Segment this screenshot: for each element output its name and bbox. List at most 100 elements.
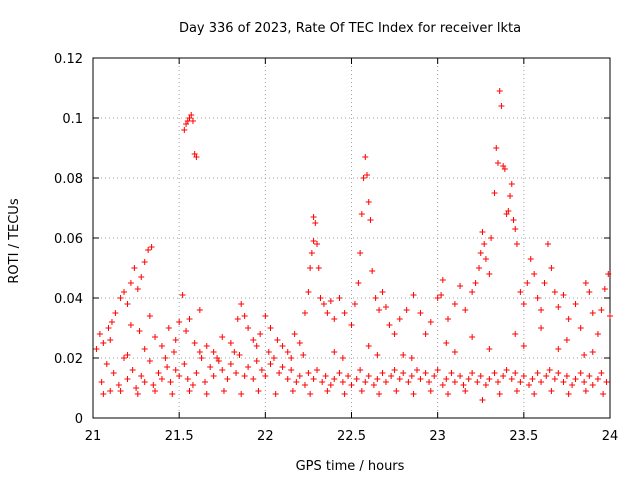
x-tick-label: 22.5 — [337, 429, 366, 444]
data-point — [589, 349, 596, 355]
y-tick-label: 0.06 — [54, 232, 83, 247]
data-point — [267, 325, 274, 331]
data-point — [451, 349, 458, 355]
data-point — [255, 388, 262, 394]
data-point — [479, 229, 486, 235]
data-point — [457, 373, 464, 379]
data-point — [341, 310, 348, 316]
data-point — [296, 373, 303, 379]
data-point — [469, 334, 476, 340]
data-point — [531, 391, 538, 397]
data-point — [469, 370, 476, 376]
data-point — [520, 373, 527, 379]
data-point — [508, 181, 515, 187]
y-tick-label: 0.04 — [54, 292, 83, 307]
data-point — [603, 379, 610, 385]
y-tick-label: 0.12 — [54, 52, 83, 67]
data-point — [560, 292, 567, 298]
x-tick-label: 24 — [602, 429, 619, 444]
data-point — [236, 352, 243, 358]
x-tick-label: 21 — [85, 429, 102, 444]
data-point — [431, 373, 438, 379]
data-point — [365, 373, 372, 379]
data-point — [476, 265, 483, 271]
axis-ticks: 21 21.5 22 22.5 23 23.5 24 0 0.02 0.04 0.06 0.08 0.1… — [54, 52, 618, 444]
data-point — [594, 376, 601, 382]
data-point — [198, 355, 205, 361]
data-point — [465, 376, 472, 382]
data-point — [488, 235, 495, 241]
data-point — [233, 370, 240, 376]
data-point — [500, 373, 507, 379]
data-point — [393, 388, 400, 394]
x-tick-label: 21.5 — [165, 429, 194, 444]
data-point — [245, 325, 252, 331]
data-point — [141, 259, 148, 265]
data-point — [184, 376, 191, 382]
data-point — [131, 265, 138, 271]
data-point — [362, 154, 369, 160]
data-point — [362, 379, 369, 385]
data-point — [245, 364, 252, 370]
data-point — [284, 376, 291, 382]
data-point — [498, 103, 505, 109]
data-point — [360, 175, 367, 181]
x-tick-label: 22 — [257, 429, 274, 444]
data-point — [379, 289, 386, 295]
data-point — [548, 265, 555, 271]
data-point — [293, 379, 300, 385]
data-point — [582, 388, 589, 394]
data-point — [262, 313, 269, 319]
data-point — [301, 382, 308, 388]
data-point — [355, 280, 362, 286]
data-point — [534, 370, 541, 376]
data-point — [569, 382, 576, 388]
data-point — [451, 379, 458, 385]
data-point — [443, 376, 450, 382]
data-point — [241, 373, 248, 379]
data-point — [238, 391, 245, 397]
data-point — [227, 361, 234, 367]
data-point — [289, 388, 296, 394]
data-point — [427, 388, 434, 394]
data-point — [155, 370, 162, 376]
data-point — [598, 370, 605, 376]
data-point — [167, 379, 174, 385]
data-point — [482, 256, 489, 262]
y-axis-label: ROTI / TECUs — [7, 198, 22, 283]
data-point — [589, 382, 596, 388]
data-point — [191, 340, 198, 346]
data-point — [181, 361, 188, 367]
data-point — [270, 355, 277, 361]
data-point — [176, 373, 183, 379]
data-point — [507, 193, 514, 199]
data-point — [121, 355, 128, 361]
data-point — [510, 217, 517, 223]
data-point — [219, 334, 226, 340]
data-point — [358, 388, 365, 394]
data-point — [598, 307, 605, 313]
data-point — [336, 295, 343, 301]
data-point — [284, 349, 291, 355]
data-point — [314, 241, 321, 247]
data-point — [372, 295, 379, 301]
data-point — [410, 292, 417, 298]
data-point — [196, 307, 203, 313]
data-point — [494, 379, 501, 385]
data-point — [541, 280, 548, 286]
data-point — [250, 337, 257, 343]
data-point — [496, 391, 503, 397]
data-point — [365, 199, 372, 205]
data-point — [250, 376, 257, 382]
data-point — [520, 301, 527, 307]
data-point — [341, 391, 348, 397]
data-point — [531, 271, 538, 277]
data-point — [315, 265, 322, 271]
data-point — [305, 370, 312, 376]
data-point — [572, 376, 579, 382]
data-point — [105, 325, 112, 331]
data-point — [146, 358, 153, 364]
data-point — [169, 391, 176, 397]
data-point — [348, 322, 355, 328]
data-point — [121, 289, 128, 295]
